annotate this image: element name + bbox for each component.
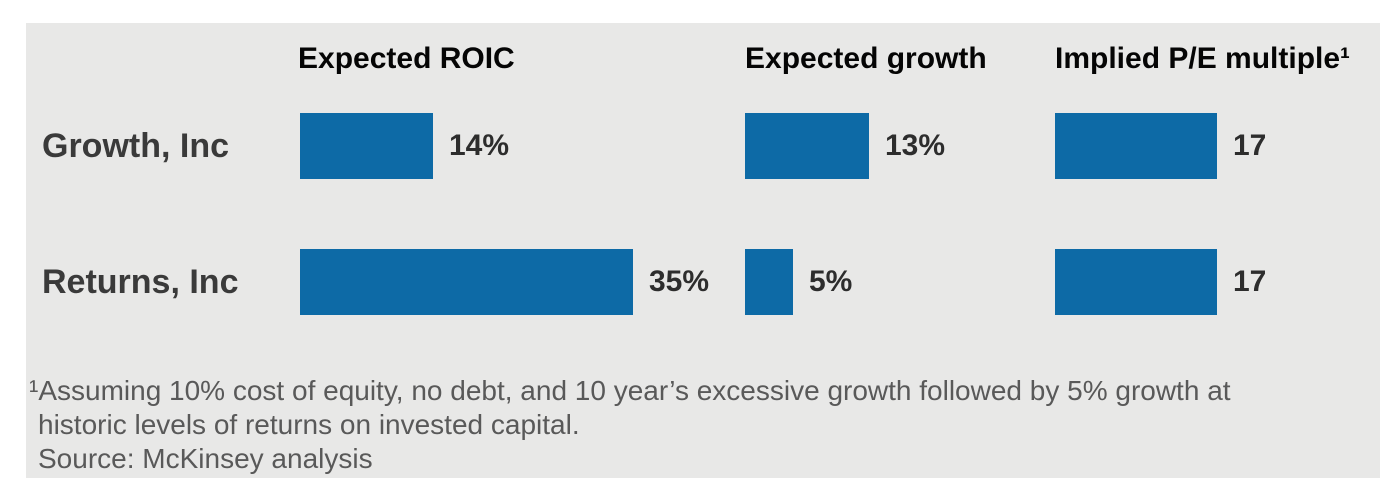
value-label-returns-growth: 5% (809, 265, 853, 298)
value-label-returns-pe: 17 (1233, 265, 1267, 298)
footnote-line-2: historic levels of returns on invested c… (38, 409, 580, 440)
footnote-source: Source: McKinsey analysis (38, 443, 373, 474)
bar-growth-pe (1055, 113, 1217, 179)
value-label-growth-pe: 17 (1233, 129, 1267, 162)
value-label-returns-roic: 35% (649, 265, 710, 298)
bar-growth-growth (745, 113, 869, 179)
footnote: ¹Assuming 10% cost of equity, no debt, a… (29, 374, 1231, 476)
row-label-returns-inc: Returns, Inc (42, 262, 239, 301)
bar-cell-growth-growth: 13% (745, 113, 945, 179)
bar-returns-roic (300, 249, 633, 315)
bar-cell-returns-pe: 17 (1055, 249, 1266, 315)
value-label-growth-growth: 13% (885, 129, 946, 162)
row-label-growth-inc: Growth, Inc (42, 126, 229, 165)
column-header-expected-growth: Expected growth (745, 42, 987, 75)
bar-cell-returns-roic: 35% (300, 249, 709, 315)
bar-returns-pe (1055, 249, 1217, 315)
bar-cell-growth-pe: 17 (1055, 113, 1266, 179)
bar-returns-growth (745, 249, 793, 315)
bar-growth-roic (300, 113, 433, 179)
bar-cell-returns-growth: 5% (745, 249, 852, 315)
column-header-implied-pe-multiple: Implied P/E multiple¹ (1055, 42, 1351, 75)
footnote-line-1: ¹Assuming 10% cost of equity, no debt, a… (29, 375, 1231, 406)
chart-panel: Expected ROIC Expected growth Implied P/… (26, 23, 1380, 478)
bar-cell-growth-roic: 14% (300, 113, 509, 179)
column-header-expected-roic: Expected ROIC (298, 42, 515, 75)
value-label-growth-roic: 14% (449, 129, 510, 162)
